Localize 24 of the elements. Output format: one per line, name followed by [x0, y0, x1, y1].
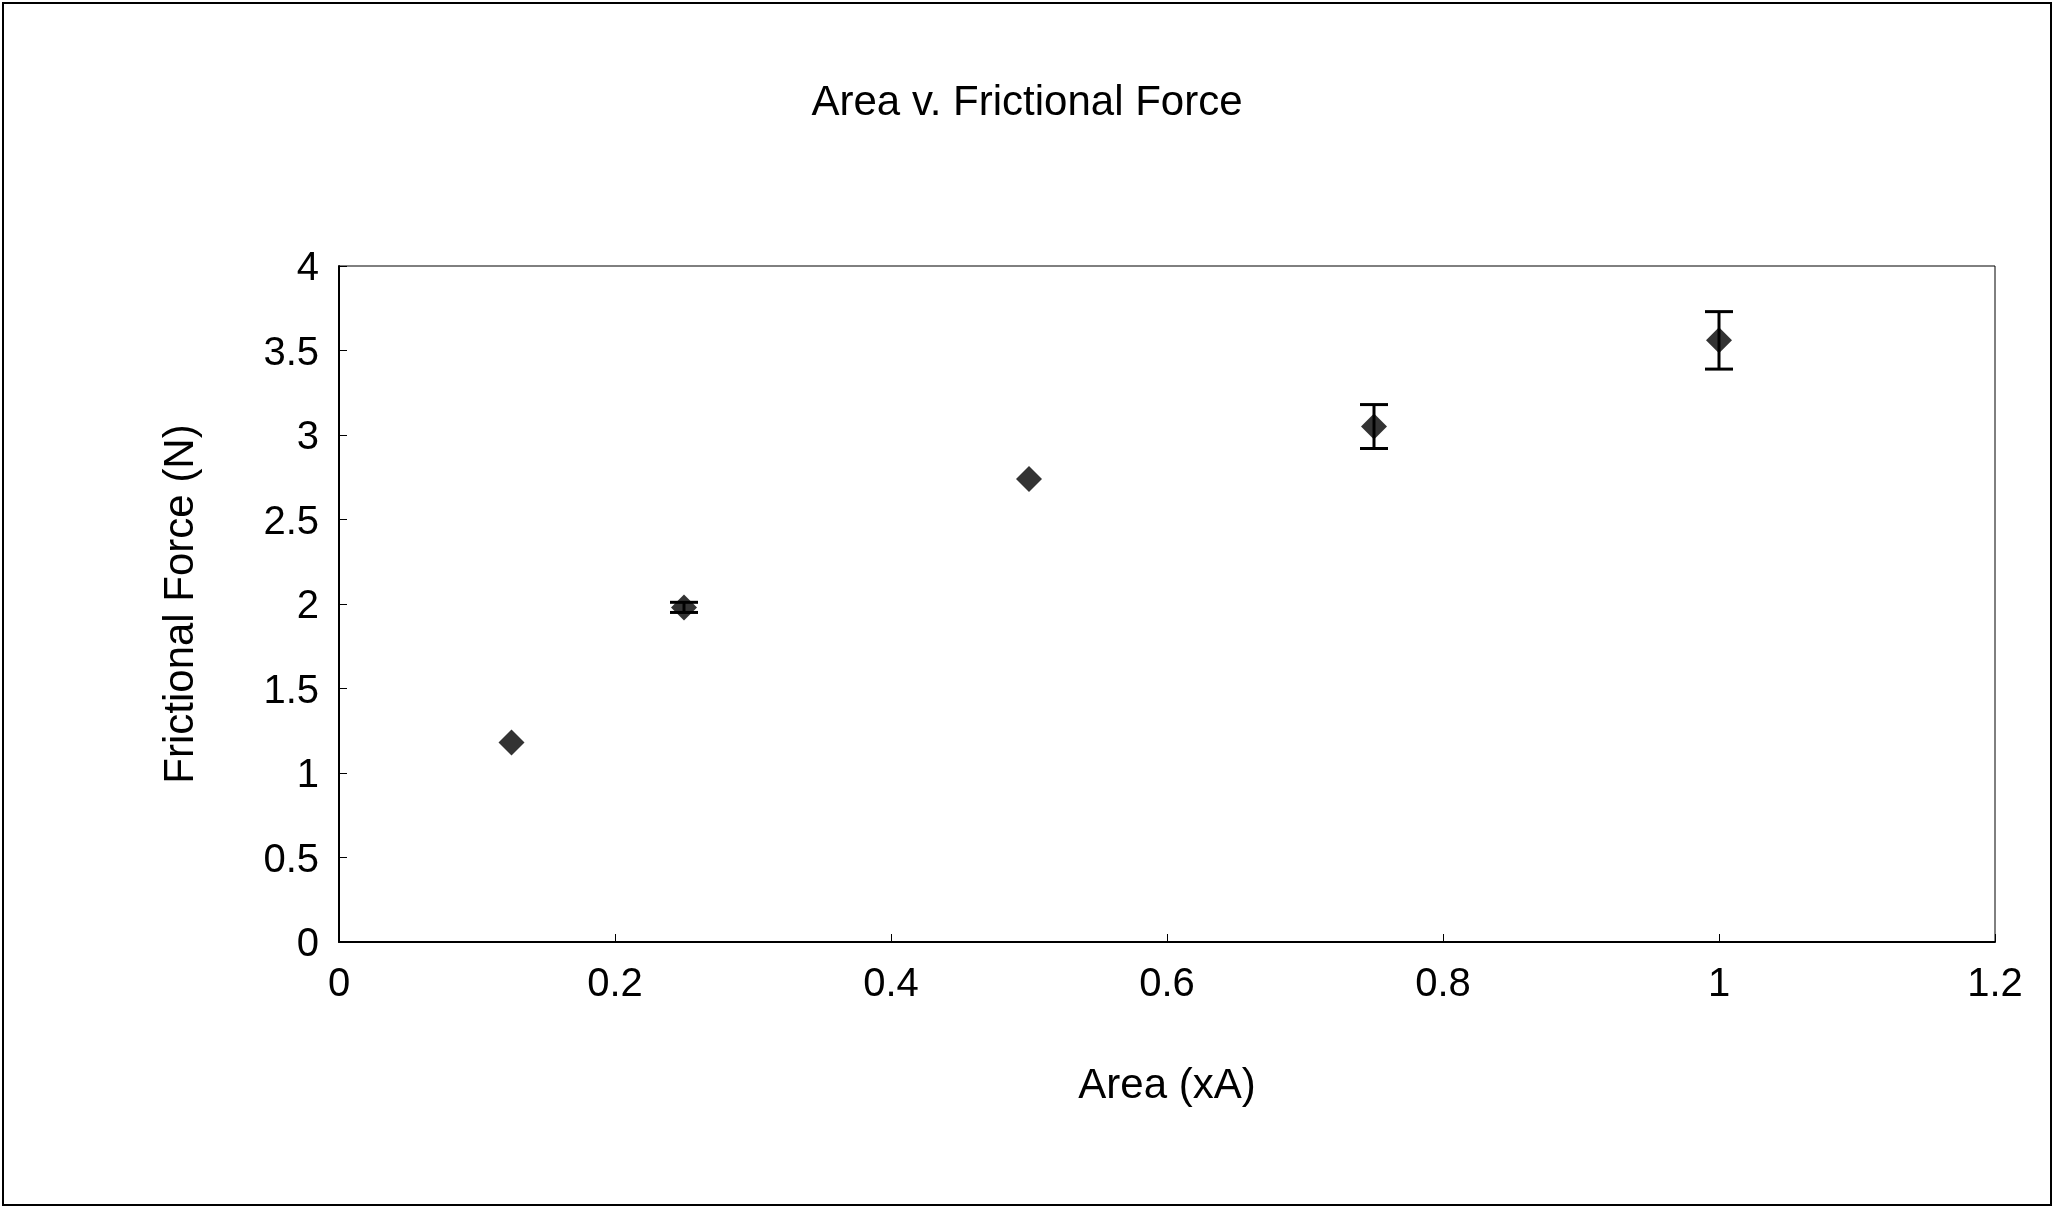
y-tick-label: 0.5	[263, 835, 319, 880]
y-tick-label: 2.5	[263, 497, 319, 542]
y-tick-label: 4	[296, 244, 319, 288]
x-tick-label: 1.2	[1967, 960, 2023, 1004]
point	[1016, 465, 1042, 492]
x-axis-title: Area (xA)	[1078, 1059, 1256, 1107]
point	[1361, 413, 1387, 440]
x-tick-label: 0.8	[1415, 960, 1471, 1004]
y-tick-label: 0	[296, 920, 319, 964]
y-tick-label: 3	[296, 413, 319, 457]
x-tick-label: 0.6	[1139, 960, 1195, 1004]
y-tick-label: 2	[296, 582, 319, 626]
x-tick-label: 1	[1707, 960, 1731, 1004]
chart-title: Area v. Frictional Force	[811, 76, 1243, 124]
y-tick-label: 3.5	[263, 328, 319, 373]
point	[1706, 327, 1732, 354]
x-tick-label: 0	[327, 960, 351, 1004]
x-tick-label: 0.4	[863, 960, 919, 1004]
x-tick-label: 0.2	[587, 960, 643, 1004]
y-axis-title: Frictional Force (N)	[154, 424, 202, 784]
point	[498, 729, 525, 756]
point	[671, 594, 697, 621]
y-tick-label: 1	[296, 751, 319, 795]
y-tick-label: 1.5	[263, 666, 319, 711]
